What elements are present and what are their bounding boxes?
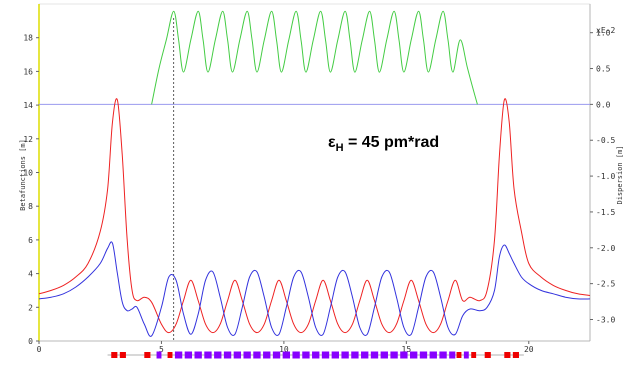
y-left-tick-label: 4 [28, 270, 33, 279]
lattice-magnet-quad [331, 351, 339, 359]
lattice-magnet-quad [351, 351, 359, 359]
x-tick-label: 15 [402, 345, 412, 354]
y-right-tick-label: -2.5 [596, 280, 615, 289]
emittance-value: = 45 pm*rad [344, 134, 440, 151]
lattice-magnet-quad [263, 351, 271, 359]
series-lines [38, 10, 591, 337]
guide-lines [39, 18, 590, 341]
y-left-tick-label: 18 [23, 34, 33, 43]
lattice-magnet-quad [223, 351, 232, 359]
lattice-magnet-quad [253, 351, 261, 359]
lattice-magnet-quad [361, 351, 369, 359]
lattice-magnet-quad [341, 351, 349, 359]
lattice-magnet-bend [167, 352, 173, 358]
right-axis-unit: xE-2 [596, 26, 615, 35]
x-tick-label: 0 [37, 345, 42, 354]
plot-area [38, 3, 591, 342]
lattice-magnet-quad [204, 351, 212, 359]
lattice-magnet-quad [463, 351, 469, 359]
lattice-bar [107, 351, 524, 359]
y-axis-title-left: Betafunctions [m] [19, 139, 27, 211]
lattice-magnet-quad [410, 351, 418, 359]
lattice-magnet-quad [174, 351, 183, 359]
lattice-magnet-bend [456, 352, 462, 358]
series-line-dispersion [151, 10, 478, 105]
y-left-tick-label: 12 [23, 135, 33, 144]
lattice-magnet-bend [144, 352, 151, 358]
lattice-magnet-quad [370, 351, 379, 359]
lattice-magnet-bend [471, 352, 477, 358]
lattice-magnet-quad [214, 351, 222, 359]
lattice-magnet-bend [504, 352, 511, 358]
y-left-tick-label: 16 [23, 67, 33, 76]
lattice-magnet-quad [184, 351, 193, 359]
lattice-magnet-quad [439, 351, 447, 359]
emittance-annotation: εH = 45 pm*rad [328, 134, 439, 154]
emittance-subscript: H [336, 142, 344, 154]
lattice-magnet-quad [156, 351, 162, 359]
lattice-magnet-quad [390, 351, 398, 359]
lattice-magnet-bend [484, 352, 491, 358]
y-left-tick-label: 2 [28, 303, 33, 312]
y-left-tick-label: 8 [28, 202, 33, 211]
lattice-magnet-quad [400, 351, 408, 359]
y-left-tick-label: 6 [28, 236, 33, 245]
y-right-tick-label: 0.0 [596, 100, 611, 109]
lattice-magnet-quad [233, 351, 242, 359]
x-tick-label: 20 [524, 345, 534, 354]
y-right-tick-label: -1.0 [596, 172, 615, 181]
lattice-magnet-quad [194, 351, 202, 359]
lattice-magnet-bend [119, 352, 126, 358]
y-left-tick-label: 14 [23, 101, 33, 110]
series-line-beta_y [38, 241, 591, 337]
lattice-magnet-quad [419, 351, 428, 359]
lattice-magnet-quad [429, 351, 437, 359]
y-right-tick-label: -2.0 [596, 244, 615, 253]
lattice-magnet-quad [380, 351, 388, 359]
lattice-magnet-quad [302, 351, 310, 359]
lattice-magnet-bend [111, 352, 118, 358]
y-right-tick-label: -0.5 [596, 136, 615, 145]
lattice-magnet-quad [312, 351, 320, 359]
y-axis-title-right: Dispersion [m] [616, 145, 624, 204]
lattice-magnet-quad [243, 351, 251, 359]
y-left-tick-label: 10 [23, 169, 33, 178]
x-tick-label: 10 [279, 345, 289, 354]
y-right-tick-label: -3.0 [596, 315, 615, 324]
y-right-tick-label: 0.5 [596, 65, 611, 74]
axis-ticks: 0 5 10 15 20 0 2 4 6 8 10 12 14 16 18 1.0 0.5 0.0 -0.5 -1.0… [23, 29, 615, 354]
x-tick-label: 5 [159, 345, 164, 354]
lattice-magnet-bend [512, 352, 519, 358]
lattice-magnet-quad [449, 351, 456, 359]
y-left-tick-label: 0 [28, 337, 33, 346]
lattice-magnet-quad [272, 351, 281, 359]
lattice-magnet-quad [282, 351, 291, 359]
lattice-magnet-quad [292, 351, 300, 359]
y-right-tick-label: 1.0 [596, 29, 611, 38]
emittance-symbol: ε [328, 134, 336, 151]
y-right-tick-label: -1.5 [596, 208, 615, 217]
lattice-magnet-quad [321, 351, 330, 359]
